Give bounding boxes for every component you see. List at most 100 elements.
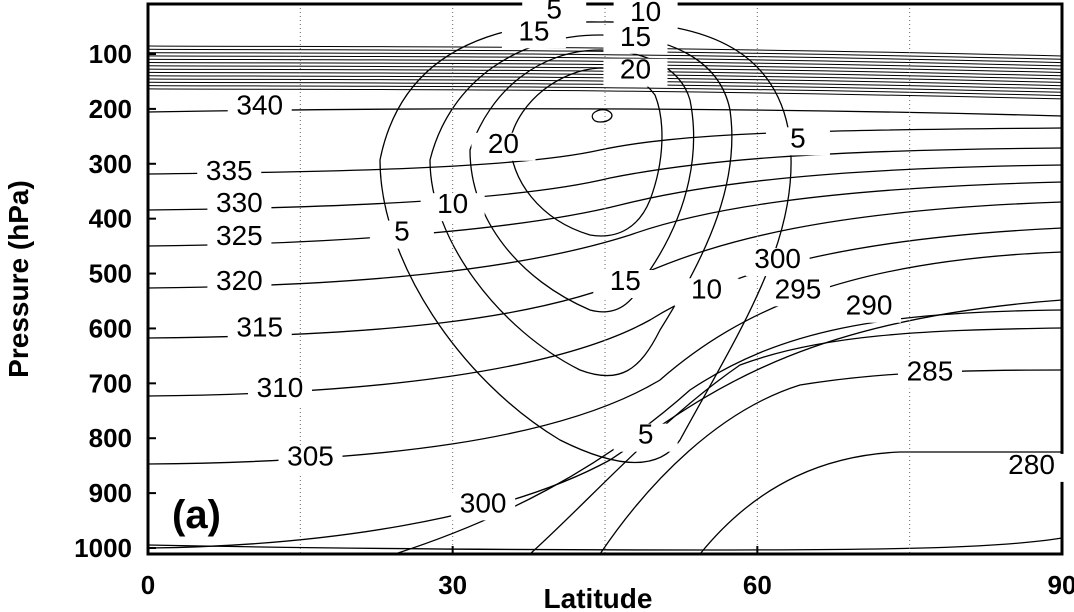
wind-label-backdrop [603,58,668,87]
y-axis-ticks: 100 200 300 400 500 600 700 800 900 1000 [74,39,156,563]
x-tick-label: 90 [1048,570,1074,600]
theta-contour-label: 305 [287,441,334,472]
theta-label-backdrop [248,377,313,406]
tropopause-contour-line [147,65,1063,77]
wind-label-backdrop [603,25,668,54]
x-tick-label: 0 [141,570,155,600]
tropopause-contour-line [147,68,1063,80]
y-tick-label: 600 [89,313,132,343]
theta-contour-line [147,181,1063,289]
theta-contour-label: 340 [236,89,283,120]
wind-contour-label: 10 [630,0,661,27]
wind-label-backdrop [471,132,536,161]
x-axis-title: Latitude [544,583,653,612]
theta-label-backdrop [207,192,272,221]
tropopause-contour-line [147,55,1063,67]
theta-contour-label: 320 [216,265,263,296]
tropopause-contour-line [147,88,1063,100]
y-tick-label: 700 [89,368,132,398]
wind-contour-label: 5 [546,0,562,24]
potential-temperature-contours [147,45,1063,555]
theta-label-backdrop [765,278,830,307]
theta-contour-label: 285 [907,356,954,387]
theta-contour-label: 325 [216,220,263,251]
wind-label-backdrop [674,278,739,307]
tropopause-contour-line [147,75,1063,87]
y-tick-label: 500 [89,259,132,289]
wind-contour-line [469,49,695,313]
wind-label-backdrop [420,193,485,222]
wind-contour-label: 15 [620,21,651,52]
wind-contour-label: 20 [620,54,651,85]
tropopause-contour-line [147,62,1063,73]
wind-contour-label: 10 [691,273,722,304]
tropopause-contour-line [147,85,1063,97]
x-tick-label: 30 [438,570,467,600]
wind-label-backdrop [613,1,678,30]
tropopause-contour-line [147,78,1063,90]
wind-label-backdrop [613,423,678,452]
wind-contour-line [379,21,792,464]
wind-contour-line [429,34,733,377]
theta-contour-line [529,327,1063,555]
x-axis-ticks: 0 30 60 90 [141,546,1074,600]
theta-contour-label: 295 [775,273,822,304]
y-tick-label: 200 [89,94,132,124]
theta-contour-label: 330 [216,187,263,218]
theta-contour-label: 300 [754,243,801,274]
theta-contour-label: 335 [206,155,253,186]
theta-label-backdrop [897,360,962,389]
theta-contour-line [147,147,1063,211]
y-tick-label: 400 [89,204,132,234]
contour-labels: 3403353303253203153103053003002952902852… [197,0,1064,521]
theta-contour-line [699,451,1062,555]
theta-label-backdrop [999,453,1064,482]
wind-label-backdrop [765,127,830,156]
theta-label-backdrop [451,492,516,521]
wind-contour-label: 15 [610,265,641,296]
y-tick-label: 300 [89,149,132,179]
theta-label-backdrop [745,248,810,277]
wind-contour-line [509,67,663,237]
y-axis-title: Pressure (hPa) [3,180,34,378]
tropopause-contour-line [147,48,1063,60]
theta-contour-label: 280 [1008,449,1055,480]
wind-label-backdrop [369,220,434,249]
wind-contour-label: 5 [638,419,654,450]
theta-label-backdrop [197,160,262,189]
theta-contour-line [147,164,1063,247]
theta-contour-line [147,127,1063,175]
theta-label-backdrop [837,294,902,323]
y-tick-label: 1000 [74,533,132,563]
x-tick-label: 60 [743,570,772,600]
wind-contour-label: 5 [394,216,410,247]
theta-contour-line [147,227,1063,397]
tropopause-contour-line [147,71,1063,83]
theta-contour-label: 315 [236,312,283,343]
y-tick-label: 900 [89,478,132,508]
wind-label-backdrop [501,20,566,49]
theta-contour-label: 290 [846,290,893,321]
theta-contour-label: 300 [460,487,507,518]
wind-contour-label: 15 [518,15,549,46]
tropopause-contour-line [147,52,1063,64]
theta-contour-label: 310 [257,372,304,403]
theta-label-backdrop [278,445,343,474]
theta-label-backdrop [227,94,292,123]
wind-contour-label: 5 [790,122,806,153]
wind-contour-line [591,109,613,123]
zonal-wind-contours [379,21,792,464]
y-tick-label: 800 [89,423,132,453]
wind-label-backdrop [593,270,658,299]
y-tick-label: 100 [89,39,132,69]
theta-contour-line [147,537,1063,551]
panel-label: (a) [172,493,221,537]
wind-contour-label: 10 [437,188,468,219]
theta-label-backdrop [227,316,292,345]
tropopause-contour-line [147,81,1063,93]
theta-label-backdrop [207,225,272,254]
plot-frame [146,2,1064,556]
theta-label-backdrop [207,270,272,299]
wind-contour-label: 20 [488,128,519,159]
